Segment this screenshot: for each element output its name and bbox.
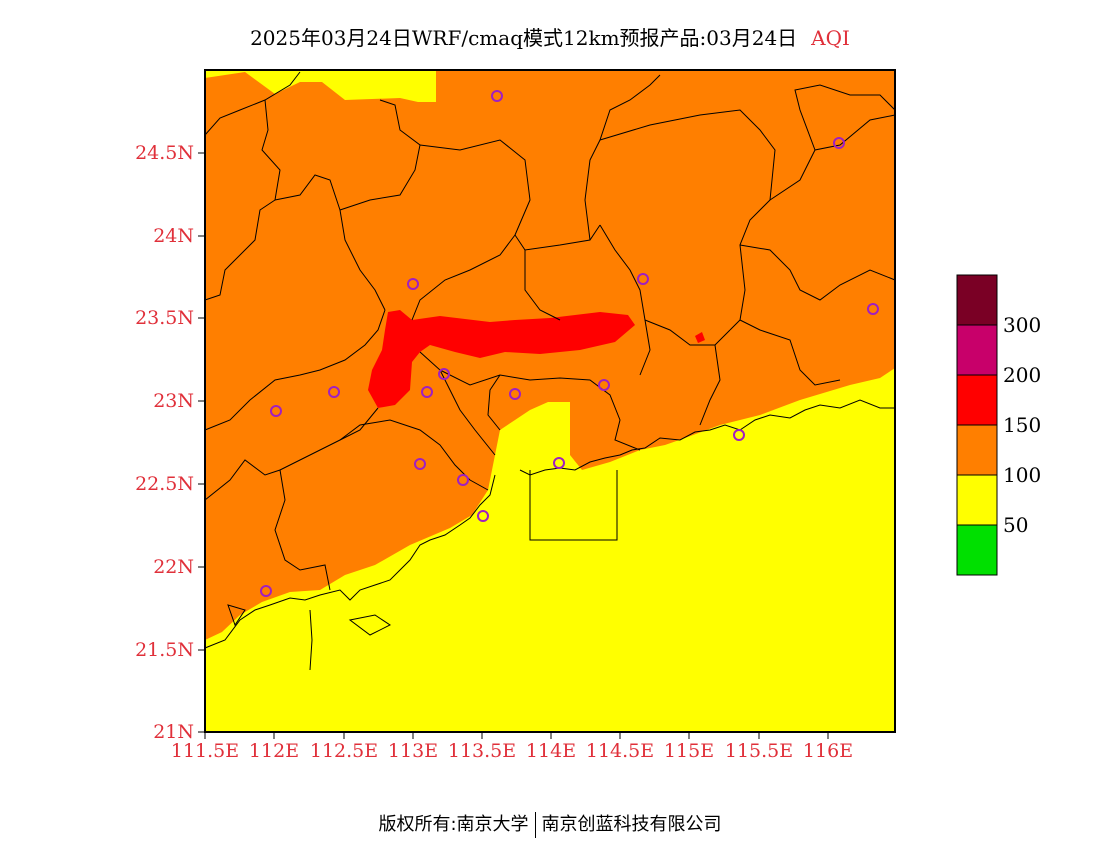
aqi-red-spot (695, 332, 705, 343)
station-marker (270, 405, 282, 417)
legend-swatch-good (957, 525, 997, 575)
station-marker (509, 388, 521, 400)
lon-label: 112.5E (309, 740, 379, 762)
lat-label: 23.5N (135, 307, 194, 329)
lat-label: 21.5N (135, 639, 194, 661)
station-markers (260, 90, 879, 597)
lat-label: 21N (153, 721, 194, 743)
lon-label: 112E (248, 740, 300, 762)
station-marker (598, 379, 610, 391)
legend-swatch-moderate (957, 475, 997, 525)
lon-label: 114E (525, 740, 577, 762)
map-title: 2025年03月24日WRF/cmaq模式12km预报产品:03月24日 AQI (0, 22, 1100, 51)
aqi-yellow-south (205, 368, 895, 732)
copyright-footer: 版权所有:南京大学 南京创蓝科技有限公司 (0, 810, 1100, 838)
lon-label: 115E (663, 740, 715, 762)
lon-label: 116E (802, 740, 854, 762)
station-marker (438, 368, 450, 380)
legend-label-150: 150 (1003, 413, 1042, 437)
title-text: 2025年03月24日WRF/cmaq模式12km预报产品:03月24日 (250, 26, 798, 50)
station-marker (637, 273, 649, 285)
station-marker (867, 303, 879, 315)
legend-swatch-hazardous (957, 275, 997, 325)
lon-label: 113.5E (447, 740, 517, 762)
legend-label-200: 200 (1003, 363, 1042, 387)
legend-label-300: 300 (1003, 313, 1042, 337)
station-marker (457, 474, 469, 486)
station-marker (553, 457, 565, 469)
lat-label: 24.5N (135, 142, 194, 164)
footer-separator (534, 812, 536, 838)
station-marker (833, 137, 845, 149)
station-marker (421, 386, 433, 398)
copyright-right: 南京创蓝科技有限公司 (541, 814, 722, 835)
coastline (204, 399, 895, 671)
aqi-yellow-north (205, 70, 436, 102)
lat-label: 23N (153, 390, 194, 412)
aqi-legend (956, 274, 998, 576)
legend-label-50: 50 (1003, 513, 1029, 537)
lat-label: 24N (153, 225, 194, 247)
station-marker (328, 386, 340, 398)
map-panel (198, 69, 896, 739)
copyright-left: 版权所有:南京大学 (378, 814, 529, 835)
lat-label: 22N (153, 556, 194, 578)
station-marker (733, 429, 745, 441)
aqi-red-region (368, 310, 635, 408)
legend-swatch-unhealthy (957, 375, 997, 425)
station-marker (407, 278, 419, 290)
aqi-badge: AQI (811, 26, 850, 50)
lat-ticks (198, 152, 205, 733)
station-marker (477, 510, 489, 522)
admin-boundaries (204, 71, 896, 591)
lon-label: 113E (387, 740, 439, 762)
station-marker (260, 585, 272, 597)
lon-label: 111.5E (170, 740, 240, 762)
legend-swatch-sensitive (957, 425, 997, 475)
lat-label: 22.5N (135, 473, 194, 495)
lon-ticks (204, 732, 829, 739)
legend-swatch-very-unhealthy (957, 325, 997, 375)
station-marker (414, 458, 426, 470)
station-marker (491, 90, 503, 102)
lon-label: 114.5E (585, 740, 655, 762)
legend-label-100: 100 (1003, 463, 1042, 487)
lon-label: 115.5E (724, 740, 794, 762)
